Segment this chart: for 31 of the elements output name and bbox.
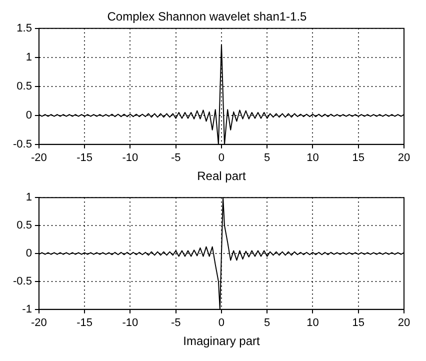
- x-tick-label: -15: [76, 152, 93, 164]
- chart-title: Complex Shannon wavelet shan1-1.5: [107, 10, 308, 24]
- x-tick-label: -10: [122, 152, 138, 164]
- x-tick-label: -20: [31, 152, 47, 164]
- x-tick-label: 10: [306, 152, 319, 164]
- x-tick-label: -5: [170, 317, 181, 330]
- x-tick-label: -20: [31, 317, 47, 330]
- y-tick-label: 0: [26, 248, 32, 260]
- x-tick-label: 15: [352, 317, 364, 330]
- y-tick-label: 0: [26, 109, 32, 122]
- x-tick-label: -5: [170, 152, 181, 164]
- x-tick-label: -15: [76, 317, 93, 330]
- y-tick-label: -1: [22, 303, 32, 316]
- x-tick-label: 5: [264, 152, 270, 164]
- y-tick-label: -0.5: [12, 275, 32, 288]
- x-tick-label: 20: [398, 152, 410, 164]
- y-tick-label: 1.5: [16, 22, 32, 34]
- x-tick-label: 20: [398, 317, 410, 330]
- x-tick-label: 10: [306, 317, 319, 330]
- y-tick-label: 0.5: [16, 220, 32, 232]
- x-tick-label: 0: [218, 152, 225, 164]
- x-tick-label: 15: [352, 152, 364, 164]
- y-tick-label: 0.5: [16, 80, 32, 92]
- y-tick-label: 1: [26, 192, 32, 204]
- x-axis-title: Imaginary part: [183, 334, 260, 348]
- y-tick-label: -0.5: [12, 138, 32, 150]
- x-axis-title: Real part: [197, 169, 246, 184]
- x-tick-label: 0: [218, 317, 225, 330]
- x-tick-label: 5: [264, 317, 270, 330]
- x-tick-label: -10: [122, 317, 138, 330]
- y-tick-label: 1: [26, 51, 32, 64]
